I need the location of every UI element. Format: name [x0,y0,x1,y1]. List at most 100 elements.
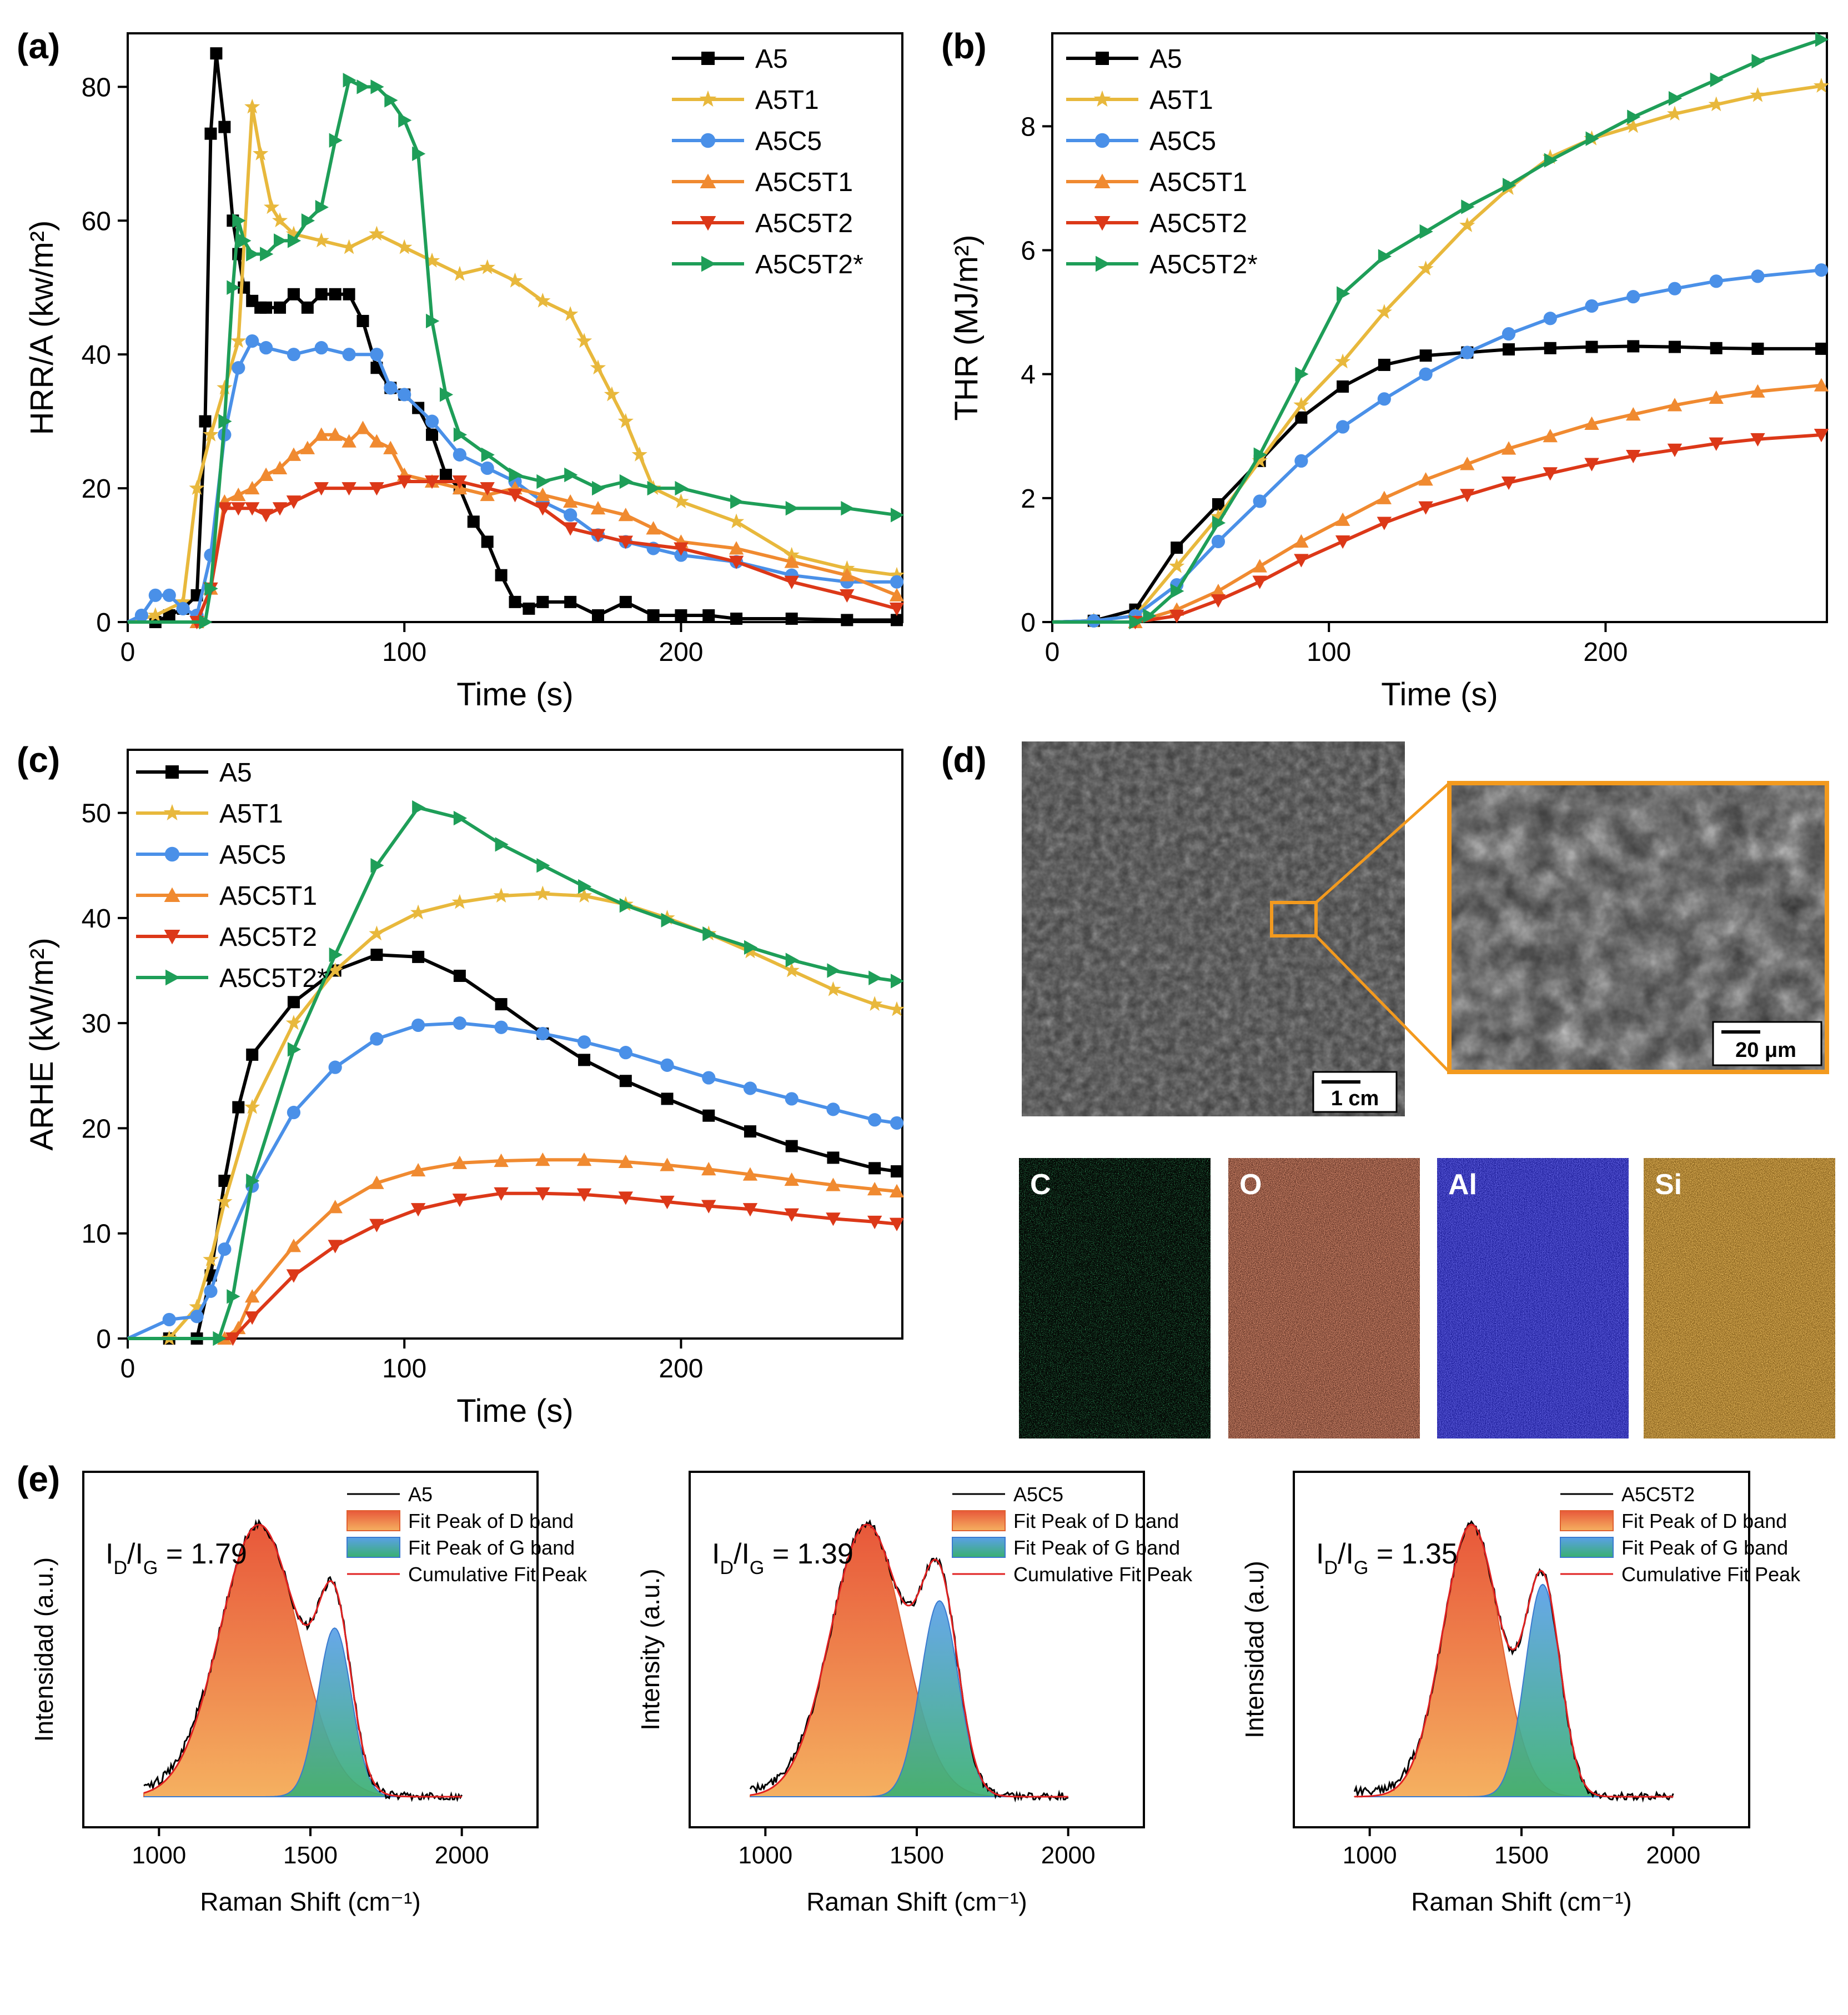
point-b-a5c5t1-8 [1418,472,1433,486]
point-a-a5c5t2star-21 [439,387,454,402]
point-c-a5-16 [661,1092,674,1105]
point-a-a5c5t2star-33 [841,501,855,516]
point-b-a5t1-14 [1625,118,1641,133]
legend-swatch-e3-1 [1560,1510,1614,1531]
point-b-a5c5t2star-8 [1378,249,1392,264]
point-a-a5t1-25 [617,413,634,428]
point-a-a5t1-8 [253,146,269,161]
y-tick-label-a-4: 80 [82,73,111,102]
panel-label-b: (b) [941,26,987,66]
point-b-a5c5-15 [1668,282,1682,295]
point-a-a5t1-13 [341,239,357,254]
point-a-a5-35 [564,595,577,608]
point-c-a5c5t1-17 [826,1177,841,1191]
panel-label-d: (d) [941,740,987,780]
point-c-a5c5-2 [190,1310,204,1324]
point-a-a5-14 [260,301,273,314]
legend-swatch-e1-2 [346,1537,400,1558]
point-a-a5c5t1-30 [889,588,905,602]
plot-frame-a [127,32,903,623]
point-a-a5t1-18 [479,259,495,274]
legend-marker-c-a5c5 [164,846,180,862]
point-b-a5c5t2star-7 [1337,286,1350,301]
legend-marker-a-a5 [701,52,715,65]
point-a-a5c5t2star-2 [204,581,218,596]
point-a-a5c5t2-13 [424,475,440,489]
y-tick-label-b-0: 0 [1021,608,1036,638]
x-tick-label-e2-2: 2000 [1041,1842,1096,1869]
legend-label-e1-2: Fit Peak of G band [408,1536,575,1559]
point-c-a5c5t2star-17 [827,963,841,978]
point-b-a5c5t2star-5 [1253,447,1267,462]
point-c-a5c5t2star-1 [213,1331,227,1346]
legend-label-c-a5c5t2star: A5C5T2* [219,964,328,993]
point-a-a5c5-8 [232,361,245,375]
point-c-a5c5t1-8 [452,1155,468,1169]
point-b-a5c5t2star-15 [1668,91,1683,106]
point-c-a5c5-1 [162,1312,176,1327]
eds-label-c: C [1030,1169,1051,1201]
point-b-a5c5t2-3 [1211,594,1226,608]
point-c-a5c5t2-15 [784,1208,799,1222]
point-b-a5t1-18 [1813,78,1830,93]
point-a-a5c5t2star-8 [260,247,274,262]
point-b-a5c5t2-14 [1667,443,1683,458]
point-b-a5c5-18 [1814,263,1829,277]
series-line-c-a5 [128,953,897,1340]
point-a-a5c5-16 [398,388,411,402]
point-c-a5t1-10 [451,894,468,909]
point-a-a5c5t2-16 [508,489,523,503]
point-c-a5c5t2-1 [225,1332,240,1346]
point-a-a5c5-11 [287,348,301,362]
point-c-a5c5t1-5 [328,1200,343,1214]
point-a-a5-6 [204,127,217,140]
point-a-a5c5t2-10 [342,482,356,496]
point-b-a5c5-14 [1626,290,1640,304]
point-a-a5-43 [841,614,853,626]
point-c-a5c5t2-6 [410,1203,426,1217]
point-b-a5-6 [1295,411,1308,424]
point-b-a5c5t2star-6 [1295,367,1309,382]
point-c-a5t1-19 [825,981,841,996]
point-c-a5-22 [891,1165,903,1178]
point-a-a5c5t2star-29 [647,480,661,496]
point-c-a5c5t2-8 [494,1187,509,1201]
eds-label-si: Si [1655,1169,1682,1201]
legend-swatch-e2-1 [952,1510,1006,1531]
point-a-a5c5-22 [564,508,578,522]
point-b-a5c5t2-11 [1543,467,1558,481]
point-a-a5t1-28 [673,493,689,509]
point-a-a5c5t2star-5 [232,213,246,228]
point-b-a5c5t2star-1 [1129,614,1143,630]
point-a-a5-29 [467,515,480,528]
point-c-a5c5-15 [660,1058,674,1072]
point-c-a5c5t2star-3 [246,1173,260,1189]
point-a-a5-16 [287,288,300,300]
series-b-a5c5t1 [1052,378,1829,628]
point-a-a5c5t1-6 [258,467,274,481]
point-a-a5-31 [495,569,508,582]
x-tick-label-a-2: 200 [659,638,703,667]
legend-label-e2-0: A5C5 [1013,1483,1063,1506]
point-b-a5t1-7 [1335,353,1351,369]
point-a-a5c5t1-10 [314,427,329,441]
y-tick-label-c-5: 50 [82,799,111,829]
point-c-a5t1-20 [867,996,883,1011]
point-b-a5c5-16 [1709,274,1723,288]
point-b-a5t1-16 [1708,96,1724,112]
point-a-a5c5-14 [370,348,384,362]
point-b-a5c5t2-6 [1335,535,1350,549]
point-b-a5c5t1-3 [1211,584,1226,598]
point-b-a5t1-17 [1750,87,1766,102]
point-b-a5c5t2star-16 [1710,72,1724,87]
point-c-a5c5t2-13 [701,1200,716,1214]
series-c-a5c5 [127,1016,904,1340]
point-c-a5c5-3 [204,1284,218,1298]
point-c-a5c5t2star-18 [868,970,882,985]
legend-marker-b-a5 [1096,52,1109,65]
point-b-a5c5t2star-4 [1212,515,1226,530]
point-b-a5-11 [1503,343,1515,356]
legend-marker-b-a5c5t2 [1094,216,1111,231]
point-b-a5-9 [1419,349,1432,362]
point-c-a5c5t2star-8 [453,810,468,826]
